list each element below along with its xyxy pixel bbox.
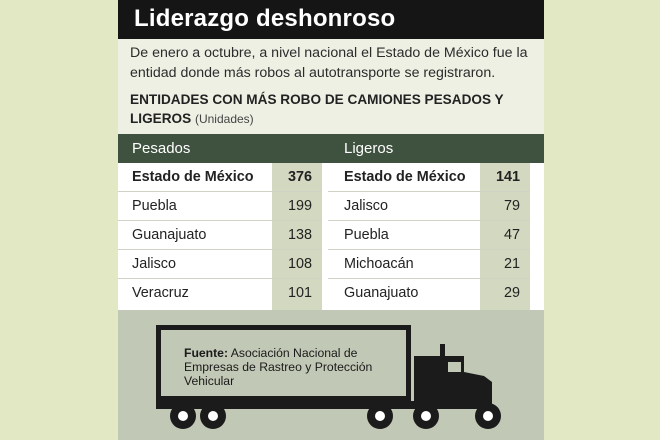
title-bar: Liderazgo deshonroso	[118, 0, 544, 39]
truck-illustration-area: Fuente: Asociación Nacional de Empresas …	[118, 310, 544, 440]
pesados-header: Pesados	[132, 140, 191, 157]
state-name: Puebla	[344, 227, 389, 243]
ligeros-header: Ligeros	[344, 140, 394, 157]
state-name: Guanajuato	[344, 285, 419, 301]
ligeros-row: Jalisco 79	[328, 192, 530, 221]
theft-count: 101	[287, 285, 312, 301]
pesados-row: Estado de México 376	[118, 163, 322, 192]
source-label: Fuente:	[184, 346, 229, 360]
theft-count: 141	[495, 169, 520, 185]
column-header-bar: Pesados Ligeros	[118, 134, 544, 163]
table-units: (Unidades)	[194, 112, 254, 126]
state-name: Puebla	[132, 198, 177, 214]
subtitle: De enero a octubre, a nivel nacional el …	[130, 45, 528, 81]
data-table: Estado de México 376 Puebla 199 Guanajua…	[118, 163, 544, 310]
state-name: Jalisco	[344, 198, 388, 214]
pesados-row: Puebla 199	[118, 192, 322, 221]
pesados-row: Guanajuato 138	[118, 221, 322, 250]
state-name: Jalisco	[132, 256, 176, 272]
state-name: Veracruz	[132, 285, 189, 301]
table-heading-text: ENTIDADES CON MÁS ROBO DE CAMIONES PESAD…	[130, 92, 504, 126]
theft-count: 199	[287, 198, 312, 214]
ligeros-row: Puebla 47	[328, 221, 530, 250]
theft-count: 376	[287, 169, 312, 185]
truck-icon	[156, 325, 501, 429]
table-heading: ENTIDADES CON MÁS ROBO DE CAMIONES PESAD…	[130, 90, 536, 129]
state-name: Guanajuato	[132, 227, 207, 243]
ligeros-row: Estado de México 141	[328, 163, 530, 192]
state-name: Estado de México	[132, 169, 254, 185]
state-name: Michoacán	[344, 256, 414, 272]
pesados-row: Jalisco 108	[118, 250, 322, 279]
theft-count: 29	[503, 285, 520, 301]
theft-count: 138	[287, 227, 312, 243]
pesados-value-column	[272, 163, 322, 310]
theft-count: 79	[503, 198, 520, 214]
intro-section: De enero a octubre, a nivel nacional el …	[118, 39, 544, 134]
source-note: Fuente: Asociación Nacional de Empresas …	[184, 346, 384, 388]
page-title: Liderazgo deshonroso	[134, 5, 396, 32]
theft-count: 21	[503, 256, 520, 272]
source-text: Asociación Nacional de Empresas de Rastr…	[184, 346, 373, 388]
theft-count: 108	[287, 256, 312, 272]
ligeros-row: Guanajuato 29	[328, 279, 530, 308]
ligeros-value-column	[480, 163, 530, 310]
theft-count: 47	[503, 227, 520, 243]
ligeros-row: Michoacán 21	[328, 250, 530, 279]
state-name: Estado de México	[344, 169, 466, 185]
infographic-panel: Liderazgo deshonroso De enero a octubre,…	[118, 0, 544, 440]
pesados-row: Veracruz 101	[118, 279, 322, 308]
